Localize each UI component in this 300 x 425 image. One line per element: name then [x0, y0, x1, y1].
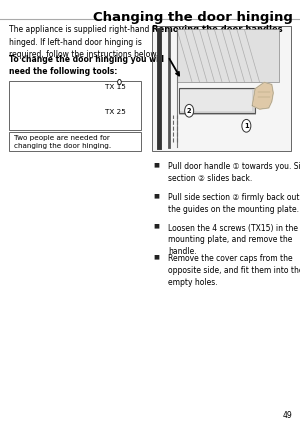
Text: 2: 2	[187, 108, 191, 114]
Text: The appliance is supplied right-hand
hinged. If left-hand door hinging is
requir: The appliance is supplied right-hand hin…	[9, 26, 158, 59]
Circle shape	[185, 105, 194, 117]
Text: 49: 49	[283, 411, 292, 420]
Bar	[180, 91, 252, 111]
Circle shape	[242, 119, 251, 132]
Circle shape	[118, 79, 121, 85]
Text: ■: ■	[153, 254, 159, 259]
FancyBboxPatch shape	[9, 81, 141, 130]
Text: TX 25: TX 25	[105, 109, 126, 115]
Bar	[177, 29, 279, 82]
Text: Pull side section ② firmly back out of
the guides on the mounting plate.: Pull side section ② firmly back out of t…	[168, 193, 300, 214]
Text: Remove the cover caps from the
opposite side, and fit them into the
empty holes.: Remove the cover caps from the opposite …	[168, 254, 300, 287]
Text: ■: ■	[153, 162, 159, 167]
Bar	[179, 90, 256, 116]
Text: Two people are needed for
changing the door hinging.: Two people are needed for changing the d…	[14, 135, 111, 149]
Text: Changing the door hinging: Changing the door hinging	[93, 11, 292, 24]
FancyBboxPatch shape	[9, 132, 141, 151]
Text: To change the door hinging you will
need the following tools:: To change the door hinging you will need…	[9, 55, 164, 76]
Text: ■: ■	[153, 224, 159, 229]
Polygon shape	[252, 82, 273, 109]
Bar	[178, 88, 255, 113]
Text: Pull door handle ① towards you. Side
section ② slides back.: Pull door handle ① towards you. Side sec…	[168, 162, 300, 183]
FancyBboxPatch shape	[152, 26, 291, 151]
Text: TX 15: TX 15	[105, 84, 126, 90]
Text: Loosen the 4 screws (TX15) in the
mounting plate, and remove the
handle.: Loosen the 4 screws (TX15) in the mounti…	[168, 224, 298, 256]
Text: ■: ■	[153, 193, 159, 198]
Text: 1: 1	[244, 123, 249, 129]
Text: Removing the door handles: Removing the door handles	[152, 26, 282, 34]
